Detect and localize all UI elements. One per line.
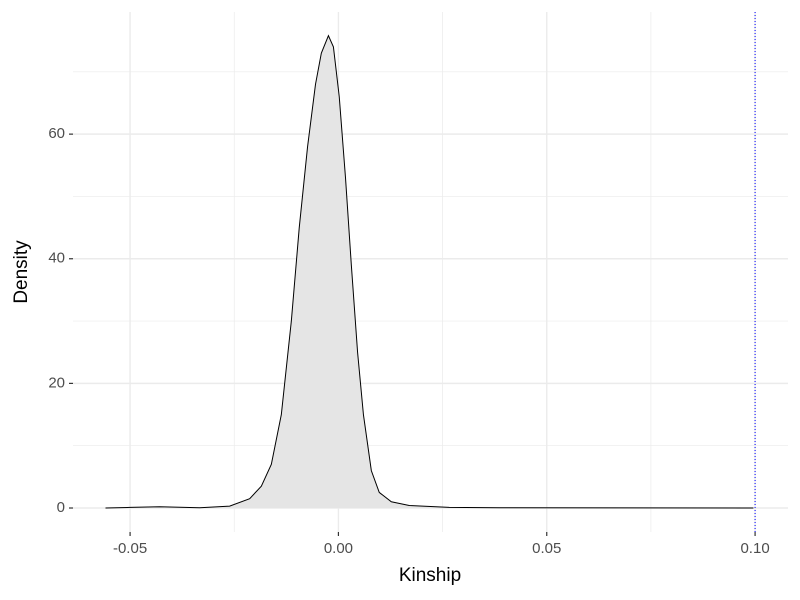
x-tick-label: 0.10 [740, 540, 769, 557]
density-area [105, 35, 754, 509]
y-axis-title: Density [11, 240, 32, 304]
y-tick-label: 40 [48, 250, 65, 267]
x-axis-title: Kinship [399, 565, 461, 586]
density-line [105, 34, 754, 509]
x-tick-label: 0.05 [532, 540, 561, 557]
y-tick-label: 0 [57, 499, 65, 516]
y-tick-label: 60 [48, 125, 65, 142]
y-tick-label: 20 [48, 374, 65, 391]
x-tick-label: -0.05 [113, 540, 147, 557]
x-tick-label: 0.00 [324, 540, 353, 557]
